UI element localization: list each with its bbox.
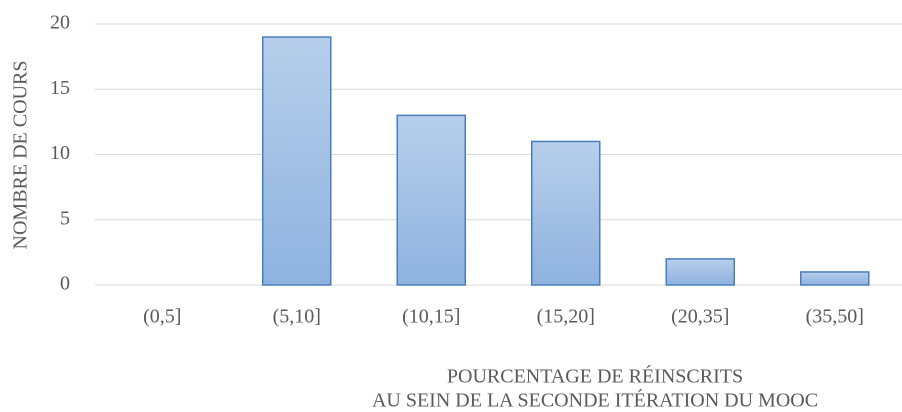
x-tick-label: (20,35]	[671, 306, 729, 328]
x-tick-label: (10,15]	[402, 306, 460, 328]
x-tick-label: (5,10]	[273, 306, 321, 328]
x-tick-label: (35,50]	[806, 306, 864, 328]
y-tick-label: 5	[60, 207, 70, 229]
y-tick-label: 10	[50, 142, 70, 164]
bar	[396, 114, 466, 286]
x-axis-label: AU SEIN DE LA SECONDE ITÉRATION DU MOOC	[372, 389, 818, 412]
y-axis-label: NOMBRE DE COURS	[10, 61, 32, 250]
bar	[665, 258, 735, 286]
x-tick-label: (0,5]	[143, 306, 181, 328]
bar	[800, 271, 870, 286]
x-tick-label: (15,20]	[537, 306, 595, 328]
bar	[262, 36, 332, 286]
x-axis-label: POURCENTAGE DE RÉINSCRITS	[447, 365, 743, 388]
y-tick-label: 0	[60, 273, 70, 295]
bar	[531, 140, 601, 286]
y-tick-label: 20	[50, 12, 70, 34]
y-tick-label: 15	[50, 77, 70, 99]
